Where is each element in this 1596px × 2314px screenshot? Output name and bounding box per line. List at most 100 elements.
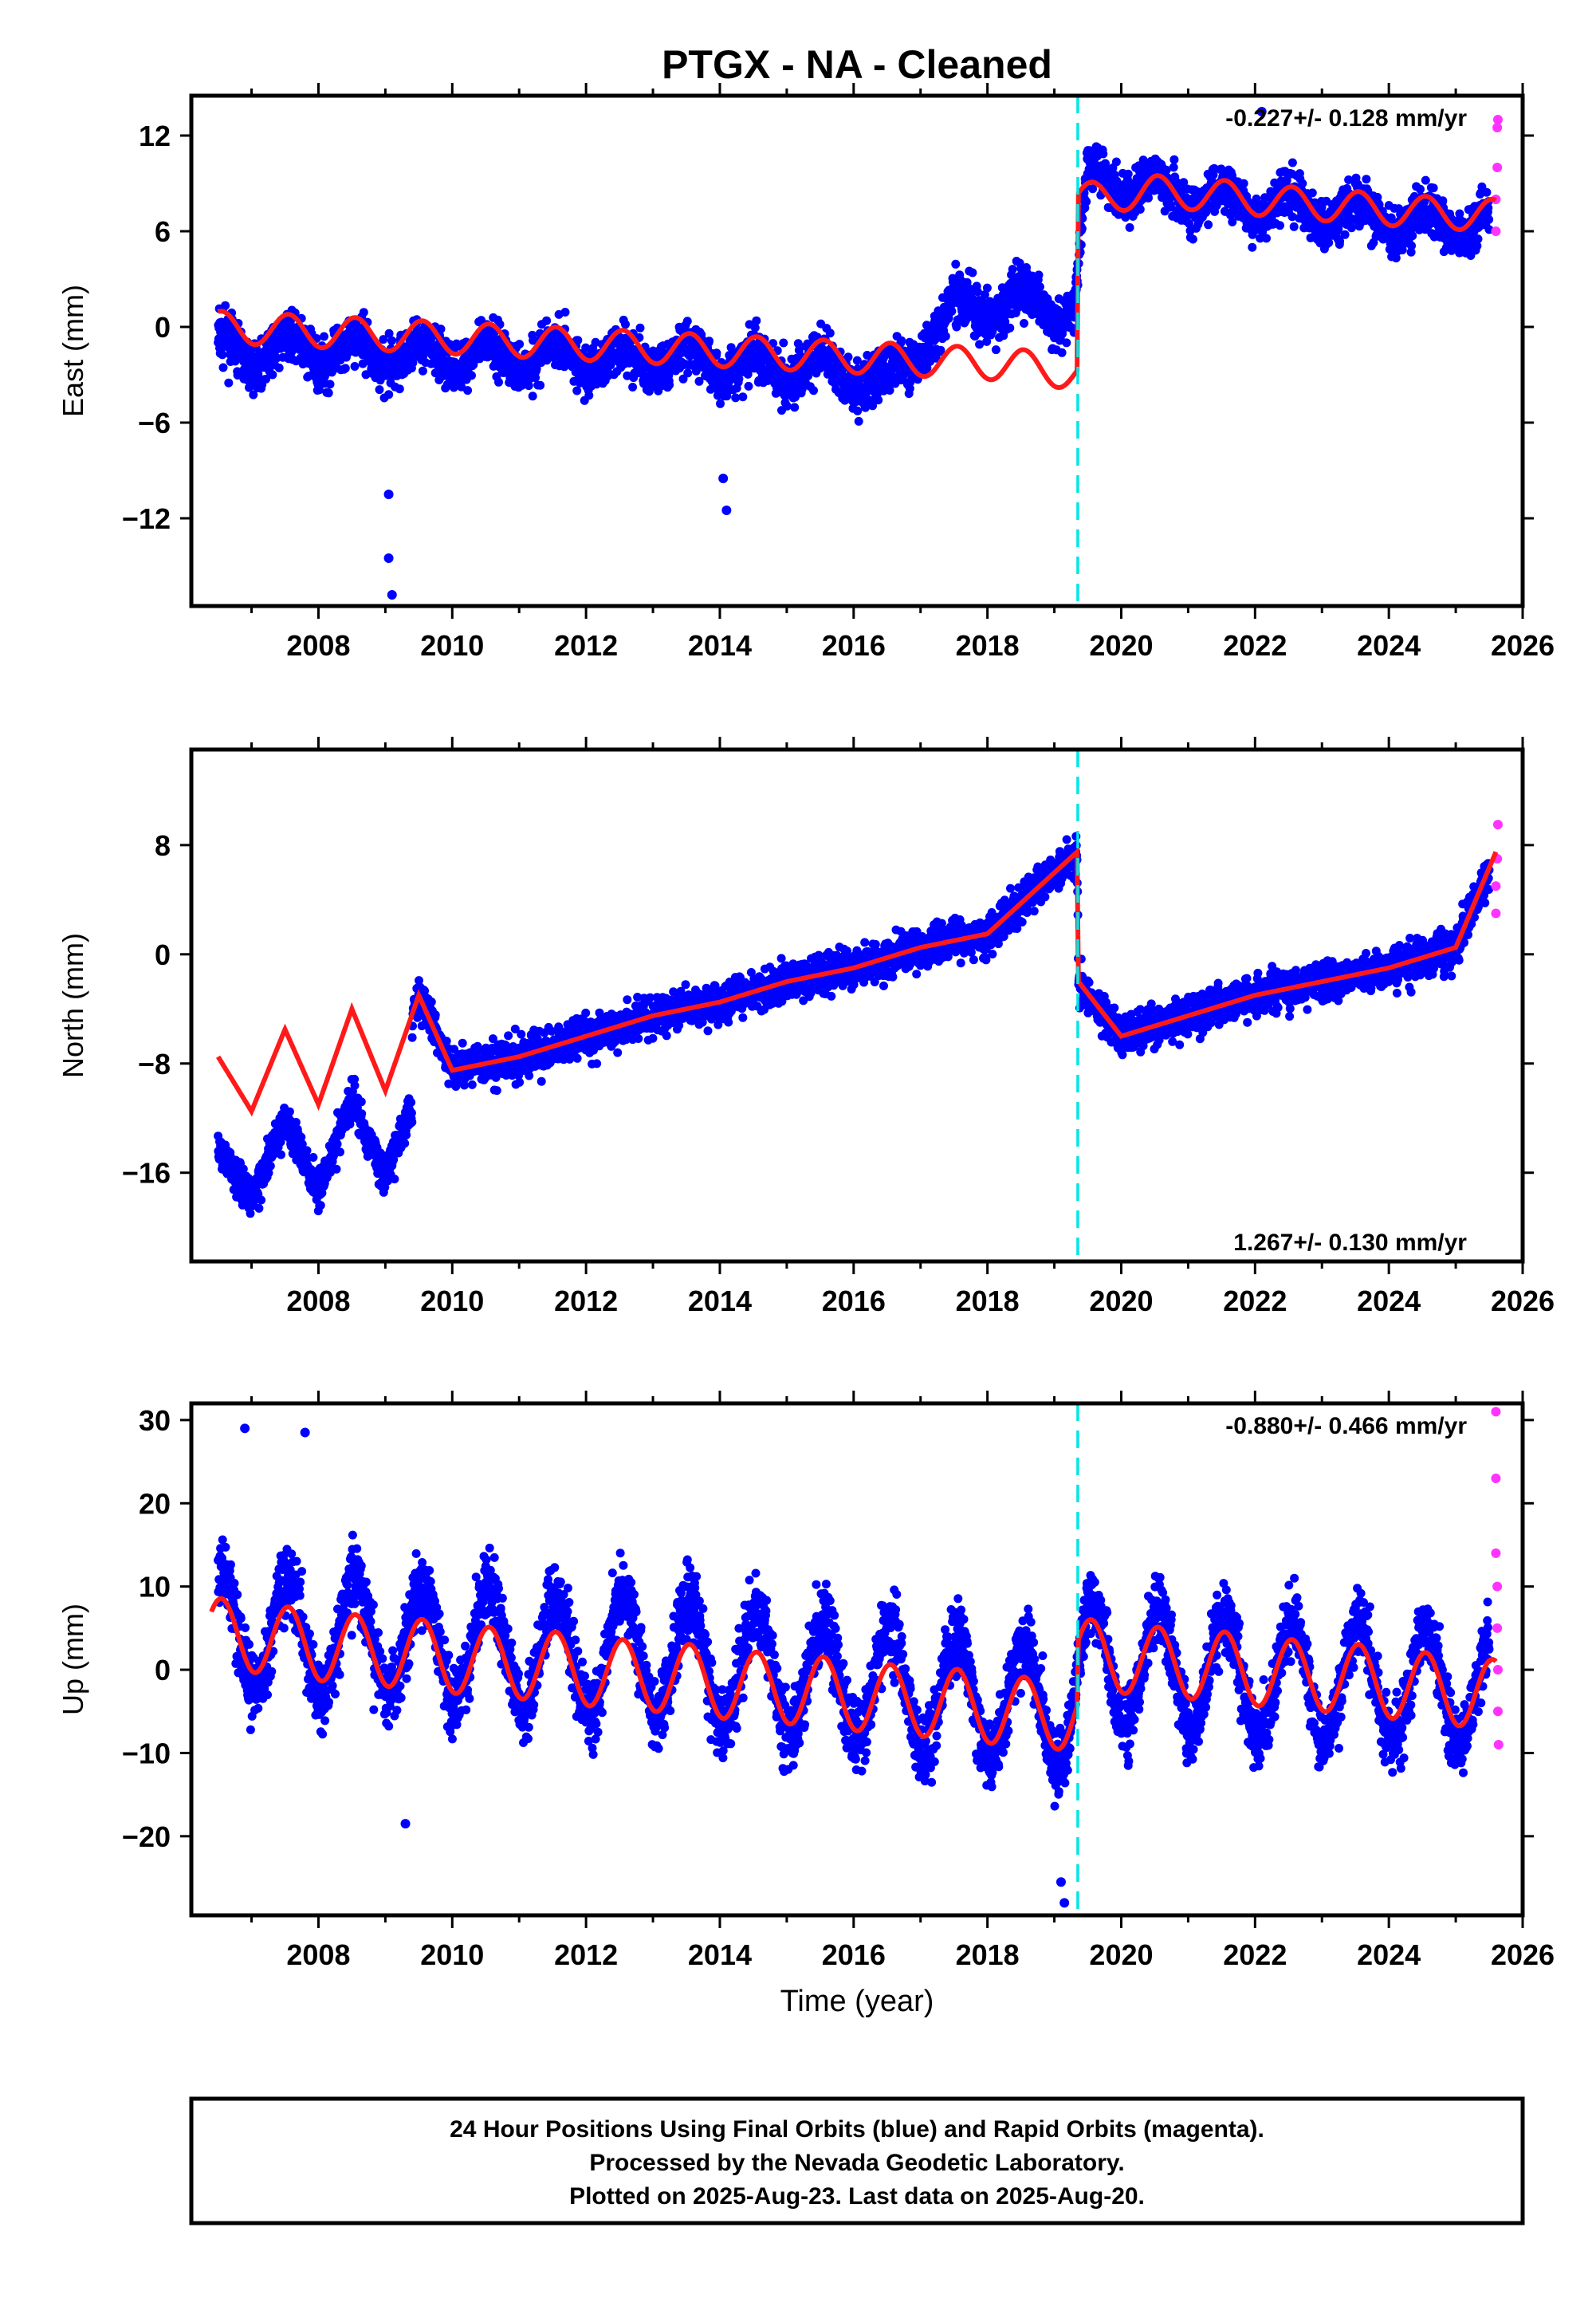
- data-point: [285, 1107, 294, 1116]
- x-tick-label: 2024: [1357, 629, 1421, 662]
- data-point: [277, 1150, 285, 1159]
- data-point: [1123, 169, 1133, 179]
- data-point: [1289, 222, 1299, 231]
- x-tick-label: 2022: [1223, 629, 1287, 662]
- data-point: [874, 396, 883, 405]
- data-point: [1429, 183, 1438, 193]
- data-point: [621, 320, 630, 329]
- data-point: [1362, 175, 1371, 184]
- data-point: [941, 332, 950, 341]
- data-point: [384, 390, 394, 399]
- data-point: [1188, 234, 1197, 244]
- data-point: [315, 385, 324, 395]
- east-y-axis-label: East (mm): [57, 285, 89, 417]
- data-point: [268, 370, 277, 380]
- data-point: [407, 1098, 416, 1107]
- data-point: [1020, 319, 1028, 328]
- data-point: [218, 350, 227, 360]
- data-point: [572, 386, 582, 396]
- data-point: [384, 329, 394, 338]
- data-point: [1135, 205, 1145, 214]
- data-point: [790, 403, 800, 412]
- data-point: [885, 386, 894, 395]
- data-point: [716, 399, 725, 408]
- data-point: [1482, 187, 1492, 197]
- data-point: [402, 1130, 411, 1139]
- data-point: [332, 1139, 342, 1149]
- data-point: [1169, 163, 1178, 172]
- data-point: [390, 1175, 399, 1184]
- data-point: [1416, 184, 1425, 194]
- chart-title: PTGX - NA - Cleaned: [662, 42, 1052, 87]
- data-point: [357, 1109, 367, 1119]
- data-point: [407, 1033, 417, 1042]
- rapid-orbit-point: [1492, 163, 1503, 172]
- data-point: [408, 358, 418, 368]
- data-point: [682, 317, 692, 326]
- y-tick-label: 6: [155, 215, 171, 248]
- data-point: [1421, 175, 1430, 185]
- data-point: [1036, 282, 1044, 292]
- data-point: [463, 386, 473, 396]
- data-point: [302, 1146, 312, 1155]
- data-point: [1407, 241, 1416, 250]
- data-point: [379, 335, 388, 344]
- data-point: [1324, 238, 1334, 247]
- data-point: [524, 381, 533, 391]
- data-point: [436, 325, 446, 334]
- data-point: [1169, 155, 1179, 164]
- y-tick-label: −12: [122, 502, 171, 535]
- data-point: [309, 1153, 318, 1162]
- data-point: [1099, 149, 1108, 159]
- data-point: [683, 368, 693, 378]
- data-point: [261, 374, 271, 384]
- data-point: [1276, 221, 1284, 230]
- data-point: [467, 371, 476, 380]
- data-point: [1239, 179, 1248, 188]
- data-point: [584, 391, 594, 400]
- outlier-point: [383, 553, 394, 563]
- data-point: [407, 1117, 417, 1127]
- data-point: [854, 416, 863, 426]
- data-point: [528, 392, 537, 401]
- data-point: [375, 385, 384, 395]
- data-point: [224, 378, 234, 388]
- data-point: [1144, 193, 1153, 203]
- data-point: [536, 380, 545, 390]
- outlier-point: [718, 474, 729, 483]
- x-tick-label: 2020: [1089, 629, 1153, 662]
- data-point: [809, 386, 818, 396]
- y-tick-label: 0: [155, 311, 171, 344]
- data-point: [1185, 218, 1193, 228]
- data-point: [705, 336, 713, 346]
- data-point: [779, 338, 788, 348]
- data-point: [265, 1161, 275, 1171]
- data-point: [246, 1209, 255, 1218]
- data-point: [1484, 214, 1494, 224]
- data-point: [1307, 188, 1317, 198]
- x-tick-label: 2010: [420, 629, 484, 662]
- data-point: [1204, 220, 1213, 230]
- data-point: [254, 1203, 264, 1213]
- outlier-point: [383, 490, 394, 499]
- data-point: [1287, 158, 1297, 167]
- data-point: [1262, 234, 1271, 243]
- data-point: [350, 1080, 360, 1090]
- x-tick-label: 2014: [688, 629, 752, 662]
- data-point: [395, 384, 404, 394]
- data-point: [316, 1201, 325, 1210]
- data-point: [752, 316, 761, 325]
- data-point: [336, 1147, 344, 1157]
- data-point: [400, 1139, 410, 1148]
- data-point: [560, 308, 570, 317]
- data-point: [350, 362, 360, 371]
- data-point: [218, 363, 228, 372]
- data-point: [1062, 338, 1071, 348]
- data-point: [712, 348, 721, 358]
- outlier-point: [387, 590, 397, 600]
- data-point: [1473, 234, 1483, 244]
- data-point: [1034, 270, 1044, 280]
- data-point: [274, 363, 284, 372]
- data-point: [897, 336, 906, 345]
